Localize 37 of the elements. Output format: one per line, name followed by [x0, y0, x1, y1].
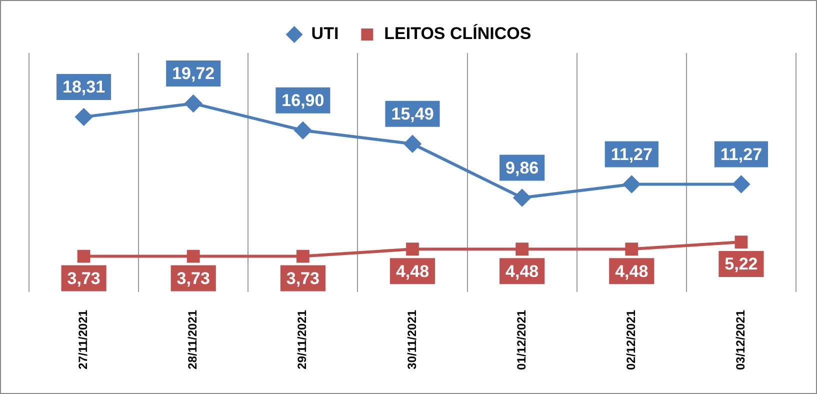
x-tick-label: 29/11/2021 [295, 310, 310, 370]
point [625, 242, 638, 256]
point [186, 250, 200, 263]
x-tick-label: 01/12/2021 [514, 310, 528, 370]
point [732, 176, 750, 193]
data-label: 3,73 [176, 268, 210, 288]
data-label: 15,49 [391, 104, 434, 124]
data-label: 4,48 [396, 262, 430, 281]
data-label: 16,90 [282, 91, 324, 110]
x-tick-label: 27/11/2021 [76, 310, 90, 370]
point [516, 242, 529, 256]
x-tick-label: 28/11/2021 [186, 310, 200, 370]
data-label: 18,31 [62, 78, 106, 97]
point [514, 189, 531, 206]
data-label: 4,48 [506, 262, 539, 281]
x-tick-label: 02/12/2021 [624, 310, 638, 370]
point [75, 108, 92, 126]
data-label: 19,72 [172, 64, 215, 84]
x-tick-label: 30/11/2021 [404, 310, 419, 370]
data-label: 3,73 [286, 268, 320, 288]
legend-label: UTI [311, 24, 339, 44]
data-label: 11,27 [610, 144, 652, 164]
point [406, 242, 419, 256]
data-label: 5,22 [724, 254, 758, 274]
point [77, 250, 90, 263]
point [404, 135, 421, 152]
data-label: 9,86 [506, 158, 539, 178]
data-label: 4,48 [615, 262, 648, 281]
point [294, 122, 312, 139]
data-label: 11,27 [720, 144, 762, 164]
point [296, 250, 310, 263]
x-tick-label: 03/12/2021 [734, 310, 748, 370]
point [184, 94, 202, 112]
legend-label: LEITOS CLÍNICOS [384, 23, 532, 44]
point [734, 236, 748, 248]
point [623, 176, 640, 193]
data-label: 3,73 [67, 268, 100, 288]
